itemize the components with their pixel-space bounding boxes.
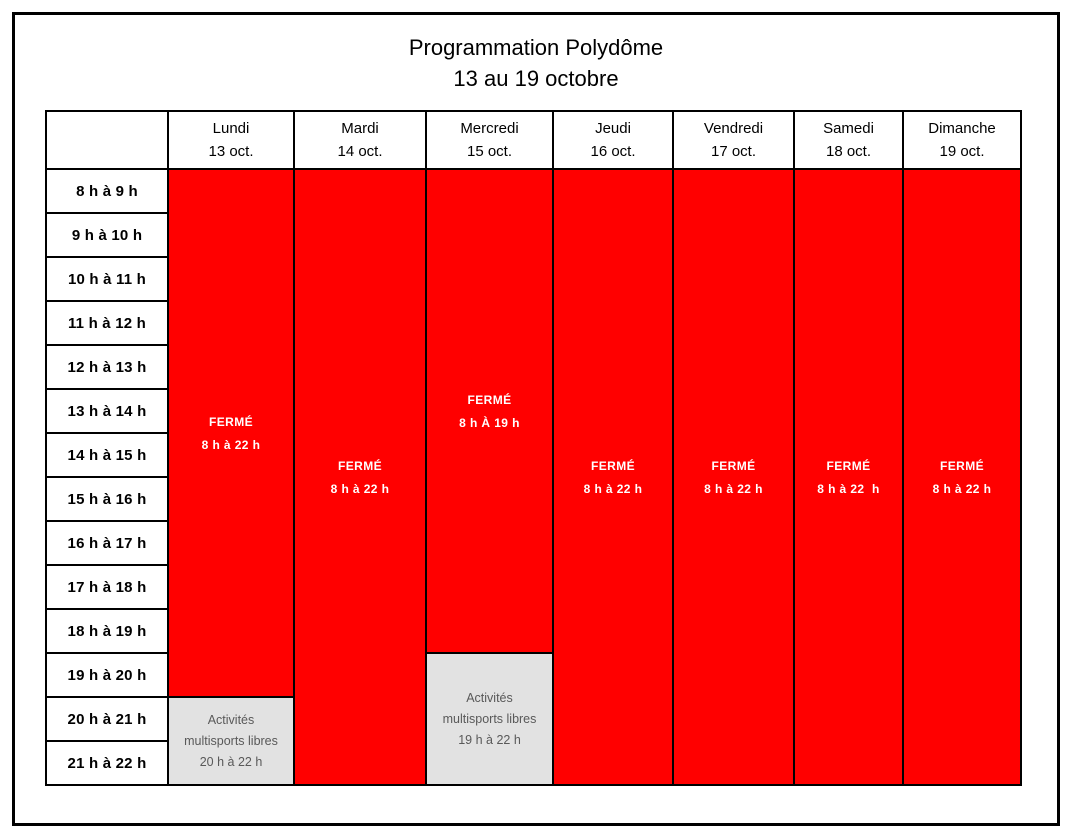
day-name: Jeudi (595, 120, 631, 137)
schedule-table: Lundi 13 oct. Mardi 14 oct. Mercredi 15 … (45, 110, 1022, 786)
closed-hours: 8 h À 19 h (459, 415, 520, 430)
time-row: 10 h à 11 h (45, 256, 1021, 302)
day-date: 18 oct. (825, 143, 872, 160)
time-label-21-22: 21 h à 22 h (45, 740, 169, 786)
time-row: 16 h à 17 h (45, 520, 1021, 566)
day-date: 15 oct. (466, 143, 513, 160)
closed-hours: 8 h à 22 h (201, 437, 261, 452)
closed-label: FERMÉ (467, 392, 512, 407)
activity-line1: Activités (466, 690, 513, 705)
day-name: Samedi (823, 120, 874, 137)
closed-block-mercredi: FERMÉ 8 h À 19 h (425, 168, 554, 654)
day-header-mercredi: Mercredi 15 oct. (425, 110, 554, 170)
closed-block-mardi: FERMÉ 8 h à 22 h (293, 168, 427, 786)
day-header-jeudi: Jeudi 16 oct. (552, 110, 674, 170)
corner-cell (45, 110, 169, 170)
closed-hours: 8 h à 22 h (330, 481, 390, 496)
day-name: Mardi (341, 120, 379, 137)
day-header-samedi: Samedi 18 oct. (793, 110, 904, 170)
day-header-mardi: Mardi 14 oct. (293, 110, 427, 170)
activity-hours: 20 h à 22 h (199, 754, 263, 769)
time-label-18-19: 18 h à 19 h (45, 608, 169, 654)
header-row: Lundi 13 oct. Mardi 14 oct. Mercredi 15 … (45, 110, 1022, 170)
time-label-15-16: 15 h à 16 h (45, 476, 169, 522)
time-label-9-10: 9 h à 10 h (45, 212, 169, 258)
day-date: 13 oct. (208, 143, 254, 160)
time-row: 14 h à 15 h (45, 432, 1021, 478)
time-label-10-11: 10 h à 11 h (45, 256, 169, 302)
time-label-20-21: 20 h à 21 h (45, 696, 169, 742)
activity-line2: multisports libres (184, 733, 278, 748)
time-label-11-12: 11 h à 12 h (45, 300, 169, 346)
closed-block-dimanche: FERMÉ 8 h à 22 h (902, 168, 1022, 786)
closed-hours: 8 h à 22 h (817, 481, 880, 496)
page-title: Programmation Polydôme 13 au 19 octobre (0, 32, 1072, 94)
day-date: 19 oct. (939, 143, 985, 160)
closed-block-lundi: FERMÉ 8 h à 22 h (167, 168, 295, 698)
time-row: 17 h à 18 h (45, 564, 1021, 610)
time-label-13-14: 13 h à 14 h (45, 388, 169, 434)
activity-line2: multisports libres (442, 711, 537, 726)
day-date: 17 oct. (710, 143, 757, 160)
activity-block-lundi: Activités multisports libres 20 h à 22 h (167, 696, 295, 786)
activity-hours: 19 h à 22 h (458, 732, 521, 747)
day-name: Mercredi (460, 120, 519, 137)
closed-block-jeudi: FERMÉ 8 h à 22 h (552, 168, 674, 786)
closed-label: FERMÉ (591, 458, 635, 473)
page-title-line2: 13 au 19 octobre (453, 66, 619, 91)
closed-block-samedi: FERMÉ 8 h à 22 h (793, 168, 904, 786)
page-title-line1: Programmation Polydôme (408, 35, 664, 60)
day-date: 16 oct. (590, 143, 636, 160)
closed-hours: 8 h à 22 h (583, 481, 643, 496)
activity-block-mercredi: Activités multisports libres 19 h à 22 h (425, 652, 554, 786)
day-header-vendredi: Vendredi 17 oct. (672, 110, 795, 170)
day-header-lundi: Lundi 13 oct. (167, 110, 295, 170)
day-name: Vendredi (703, 120, 764, 137)
closed-label: FERMÉ (826, 458, 871, 473)
time-row: 12 h à 13 h (45, 344, 1021, 390)
time-row: 15 h à 16 h (45, 476, 1021, 522)
day-name: Lundi (212, 120, 250, 137)
time-row: 11 h à 12 h (45, 300, 1021, 346)
time-label-19-20: 19 h à 20 h (45, 652, 169, 698)
closed-label: FERMÉ (711, 458, 756, 473)
closed-label: FERMÉ (209, 414, 253, 429)
time-label-14-15: 14 h à 15 h (45, 432, 169, 478)
time-label-17-18: 17 h à 18 h (45, 564, 169, 610)
time-row: 8 h à 9 h FERMÉ 8 h à 22 h FERMÉ 8 h à 2… (45, 168, 1022, 786)
time-label-16-17: 16 h à 17 h (45, 520, 169, 566)
closed-hours: 8 h à 22 h (704, 481, 763, 496)
day-header-dimanche: Dimanche 19 oct. (902, 110, 1022, 170)
day-name: Dimanche (928, 120, 996, 137)
time-row: 9 h à 10 h (45, 212, 1021, 258)
activity-line1: Activités (207, 712, 255, 727)
closed-hours: 8 h à 22 h (932, 481, 992, 496)
time-row: 20 h à 21 h Activités multisports libres… (45, 696, 1021, 786)
time-row: 19 h à 20 h Activités multisports libres… (45, 652, 1021, 786)
time-row: 21 h à 22 h (45, 740, 1021, 786)
time-label-8-9: 8 h à 9 h (45, 168, 169, 214)
closed-label: FERMÉ (338, 458, 382, 473)
day-date: 14 oct. (337, 143, 383, 160)
time-label-12-13: 12 h à 13 h (45, 344, 169, 390)
time-row: 18 h à 19 h (45, 608, 1021, 654)
closed-block-vendredi: FERMÉ 8 h à 22 h (672, 168, 795, 786)
closed-label: FERMÉ (940, 458, 984, 473)
time-row: 13 h à 14 h (45, 388, 1021, 434)
